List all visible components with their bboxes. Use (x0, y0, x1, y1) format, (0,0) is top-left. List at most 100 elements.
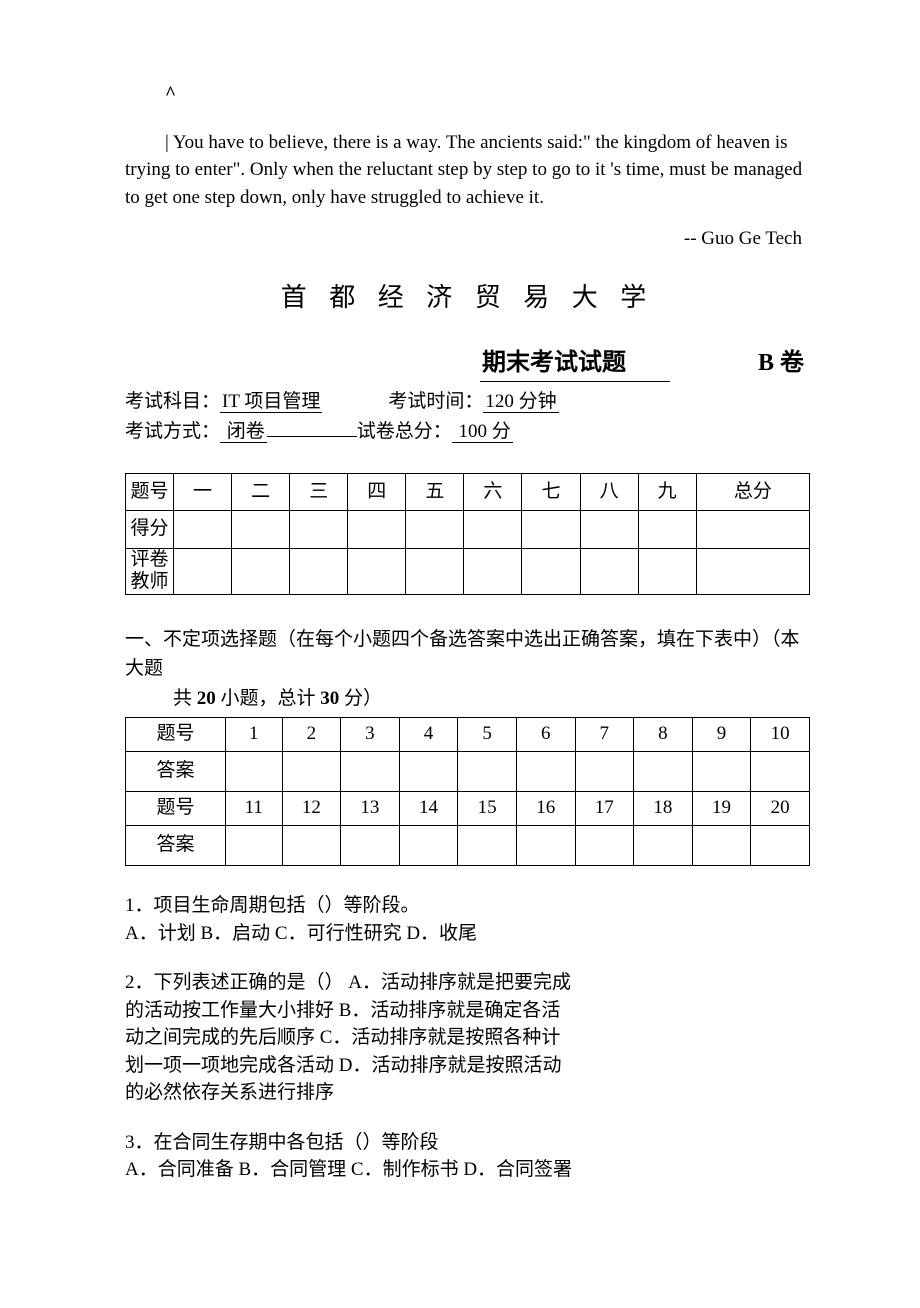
answer-cell (282, 751, 341, 791)
score-cell (522, 511, 580, 549)
q2-l2: 的活动按工作量大小排好 B．活动排序就是确定各活 (125, 997, 810, 1025)
answer-num: 3 (341, 717, 400, 751)
answer-cell (399, 825, 458, 865)
mode-label: 考试方式： (125, 421, 220, 442)
score-cell (406, 548, 464, 594)
score-cell: 七 (522, 473, 580, 511)
total-value: 100 分 (452, 421, 513, 443)
answer-header-row-1: 题号 1 2 3 4 5 6 7 8 9 10 (126, 717, 810, 751)
section-1-line-a: 一、不定项选择题（在每个小题四个备选答案中选出正确答案，填在下表中）（本大题 (125, 629, 800, 679)
answer-num: 12 (282, 791, 341, 825)
score-cell: 总分 (696, 473, 809, 511)
answer-num: 11 (226, 791, 283, 825)
answer-num: 1 (226, 717, 283, 751)
s1b-n1: 20 (197, 688, 216, 709)
answer-label: 题号 (126, 791, 226, 825)
answer-num: 2 (282, 717, 341, 751)
score-cell: 八 (580, 473, 638, 511)
answer-cell (634, 825, 693, 865)
answer-header-row-2: 题号 11 12 13 14 15 16 17 18 19 20 (126, 791, 810, 825)
q2-l1: 2．下列表述正确的是（） A．活动排序就是把要完成 (125, 969, 810, 997)
meta-row-1: 考试科目：IT 项目管理考试时间：120 分钟 (125, 388, 810, 417)
answer-answer-label: 答案 (126, 751, 226, 791)
score-cell: 一 (174, 473, 232, 511)
answer-cell (692, 825, 751, 865)
score-teacher-label: 评卷教师 (126, 548, 174, 594)
answer-num: 4 (399, 717, 458, 751)
s1b-mid: 小题，总计 (216, 688, 321, 709)
q1-stem: 1．项目生命周期包括（）等阶段。 (125, 892, 810, 920)
question-1: 1．项目生命周期包括（）等阶段。 A．计划 B．启动 C．可行性研究 D．收尾 (125, 892, 810, 947)
score-teacher-row: 评卷教师 (126, 548, 810, 594)
score-cell (464, 511, 522, 549)
answer-cell (341, 751, 400, 791)
score-points-row: 得分 (126, 511, 810, 549)
exam-title: 期末考试试题 (480, 345, 670, 382)
answer-num: 5 (458, 717, 517, 751)
answer-cell (692, 751, 751, 791)
quote-attribution: -- Guo Ge Tech (125, 225, 810, 254)
question-2: 2．下列表述正确的是（） A．活动排序就是把要完成 的活动按工作量大小排好 B．… (125, 969, 810, 1107)
section-1-line-b: 共 20 小题，总计 30 分） (125, 684, 382, 713)
q2-l3: 动之间完成的先后顺序 C．活动排序就是按照各种计 (125, 1024, 810, 1052)
q2-l4: 划一项一项地完成各活动 D．活动排序就是按照活动 (125, 1052, 810, 1080)
score-cell (348, 548, 406, 594)
answer-cell (751, 751, 810, 791)
exam-title-row: 期末考试试题 B 卷 (125, 345, 810, 382)
score-cell (464, 548, 522, 594)
score-cell (522, 548, 580, 594)
answer-blank-row-1: 答案 (126, 751, 810, 791)
answer-num: 13 (341, 791, 400, 825)
score-cell (290, 548, 348, 594)
q3-stem: 3．在合同生存期中各包括（）等阶段 (125, 1129, 810, 1157)
meta-row-2: 考试方式： 闭卷 试卷总分： 100 分 (125, 418, 810, 447)
s1b-suf: 分） (339, 688, 382, 709)
answer-cell (226, 751, 283, 791)
quote-text: | You have to believe, there is a way. T… (125, 129, 810, 212)
answer-cell (575, 825, 634, 865)
score-points-label: 得分 (126, 511, 174, 549)
answer-num: 17 (575, 791, 634, 825)
answer-num: 18 (634, 791, 693, 825)
time-label: 考试时间： (388, 391, 483, 412)
total-label: 试卷总分： (357, 421, 452, 442)
answer-num: 7 (575, 717, 634, 751)
answer-num: 19 (692, 791, 751, 825)
score-cell: 三 (290, 473, 348, 511)
score-cell (406, 511, 464, 549)
score-cell (580, 548, 638, 594)
score-cell (174, 548, 232, 594)
answer-table: 题号 1 2 3 4 5 6 7 8 9 10 答案 题号 11 12 13 1… (125, 717, 810, 866)
s1b-pre: 共 (173, 688, 197, 709)
answer-cell (634, 751, 693, 791)
teacher-label-a: 评卷 (130, 549, 168, 570)
answer-num: 15 (458, 791, 517, 825)
mode-value: 闭卷 (220, 421, 267, 443)
score-cell: 五 (406, 473, 464, 511)
answer-cell (751, 825, 810, 865)
university-name: 首 都 经 济 贸 易 大 学 (125, 278, 810, 317)
subject-value: IT 项目管理 (220, 391, 322, 413)
score-cell (232, 548, 290, 594)
q2-l5: 的必然依存关系进行排序 (125, 1079, 810, 1107)
score-cell: 二 (232, 473, 290, 511)
time-value: 120 分钟 (483, 391, 558, 413)
answer-blank-row-2: 答案 (126, 825, 810, 865)
score-cell (348, 511, 406, 549)
score-cell (696, 548, 809, 594)
answer-cell (575, 751, 634, 791)
answer-cell (516, 825, 575, 865)
answer-num: 9 (692, 717, 751, 751)
score-cell (174, 511, 232, 549)
score-cell (638, 548, 696, 594)
section-1-title: 一、不定项选择题（在每个小题四个备选答案中选出正确答案，填在下表中）（本大题 共… (125, 625, 810, 713)
q1-options: A．计划 B．启动 C．可行性研究 D．收尾 (125, 920, 810, 948)
question-3: 3．在合同生存期中各包括（）等阶段 A．合同准备 B．合同管理 C．制作标书 D… (125, 1129, 810, 1184)
answer-cell (226, 825, 283, 865)
score-cell: 九 (638, 473, 696, 511)
score-cell: 题号 (126, 473, 174, 511)
score-cell (232, 511, 290, 549)
answer-cell (458, 825, 517, 865)
quote-content: | You have to believe, there is a way. T… (125, 129, 810, 212)
answer-num: 10 (751, 717, 810, 751)
